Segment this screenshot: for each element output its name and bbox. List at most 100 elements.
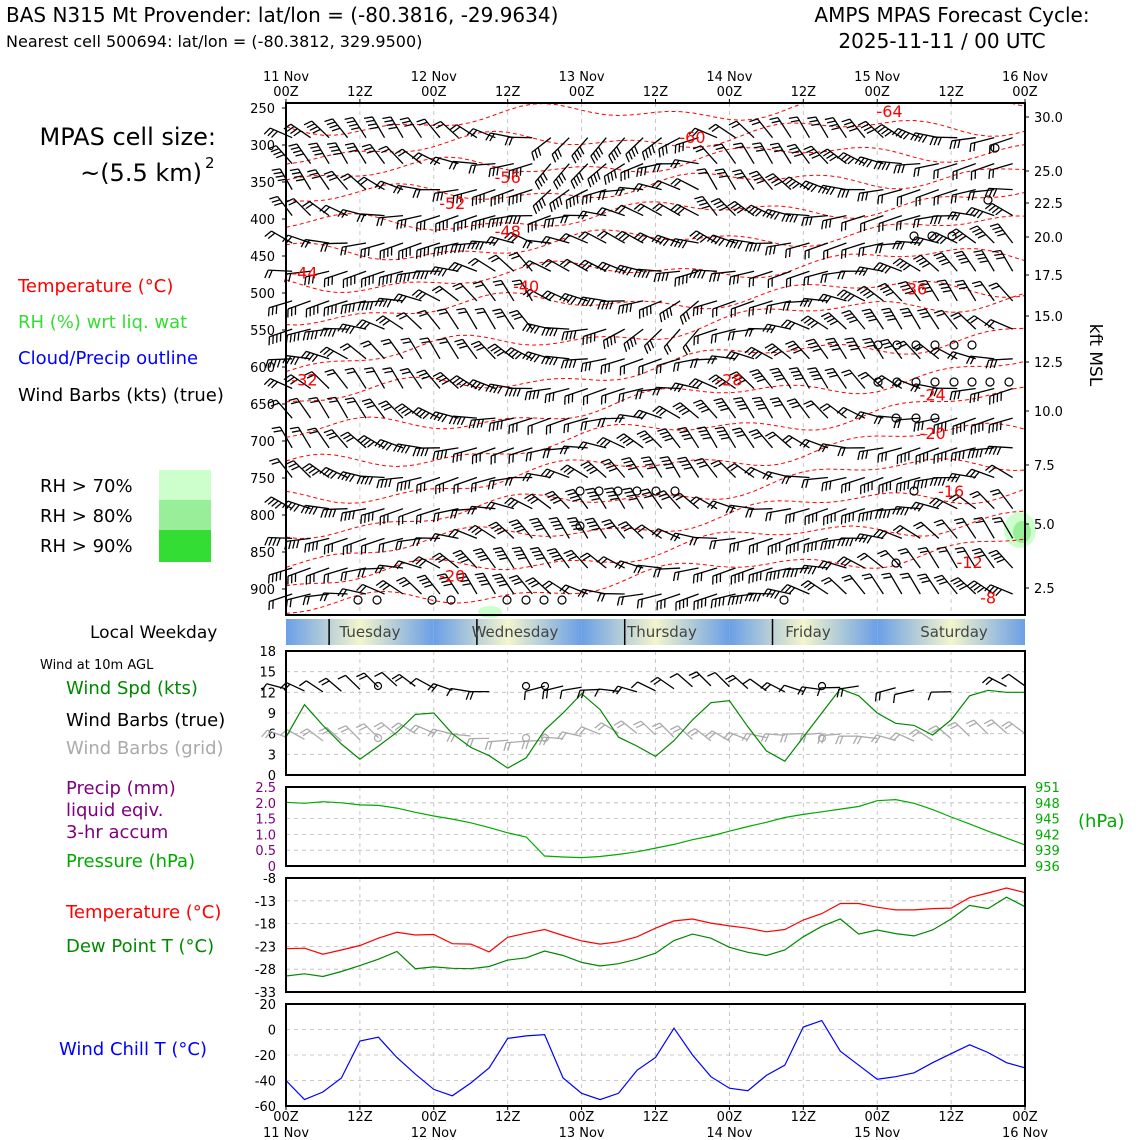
barb-flag: [380, 479, 384, 488]
barb-flag: [932, 348, 941, 356]
barb-flag: [608, 494, 617, 497]
barb-flag: [433, 534, 440, 543]
barb-flag: [688, 671, 697, 677]
wind-barb: [361, 143, 386, 165]
wind-barb: [416, 118, 441, 139]
barb-flag: [527, 496, 536, 502]
barb-flag: [392, 560, 400, 569]
barb-flag: [807, 543, 810, 552]
wind-barb: [820, 312, 847, 330]
barb-flag: [293, 504, 300, 512]
barb-flag: [976, 554, 986, 558]
y-tick: 1.0: [255, 828, 276, 843]
barb-flag: [708, 273, 713, 283]
wind-barb-true: [542, 685, 564, 700]
barb-flag: [994, 229, 1004, 234]
barb-flag: [572, 359, 577, 368]
barb-flag: [769, 367, 779, 371]
wind-barb: [374, 180, 404, 191]
barb-flag: [394, 403, 403, 410]
barb-flag: [337, 674, 346, 680]
barb-staff: [305, 680, 324, 693]
barb-flag: [600, 558, 608, 565]
barb-flag: [436, 192, 440, 202]
barb-flag: [273, 151, 282, 156]
barb-flag: [416, 537, 421, 547]
barb-flag: [870, 734, 877, 743]
wind-barb: [929, 497, 958, 510]
barb-flag: [302, 331, 306, 341]
barb-flag: [438, 377, 447, 383]
wind-barb: [708, 270, 736, 283]
wind-barb: [307, 169, 330, 190]
y-tick-pressure: 900: [250, 583, 275, 598]
barb-flag: [978, 423, 980, 433]
barb-flag: [591, 527, 600, 531]
barb-flag: [432, 120, 442, 126]
barb-flag: [636, 430, 645, 435]
barb-staff: [268, 358, 293, 361]
barb-staff: [1000, 517, 1014, 539]
barb-flag: [534, 181, 541, 190]
calm-circle: [632, 486, 642, 496]
barb-flag: [677, 426, 686, 430]
weekday-cell: [877, 619, 1025, 645]
barb-flag: [327, 277, 330, 287]
barb-flag: [652, 163, 657, 173]
wind-barb: [713, 397, 737, 419]
wind-barb: [375, 315, 404, 330]
barb-flag: [271, 461, 281, 465]
barb-flag: [972, 228, 981, 233]
barb-staff: [996, 282, 1014, 302]
barb-flag: [306, 373, 316, 379]
y-tick: -20: [255, 1049, 276, 1064]
precip-pressure-panel: 2.52.01.51.00.50951948945942939936Precip…: [66, 778, 1125, 875]
barb-flag: [996, 446, 1002, 456]
barb-staff: [397, 184, 422, 191]
barb-staff: [440, 120, 459, 139]
barb-flag: [541, 580, 550, 587]
barb-flag: [672, 572, 676, 582]
barb-flag: [334, 304, 337, 313]
barb-flag: [757, 243, 762, 252]
barb-flag: [696, 461, 706, 465]
barb-flag: [926, 451, 929, 461]
barb-flag: [524, 493, 533, 500]
wind-barb: [837, 188, 865, 198]
barb-staff: [561, 686, 582, 692]
barb-staff: [989, 417, 1013, 426]
barb-flag: [708, 123, 717, 130]
barb-flag: [633, 232, 641, 240]
barb-flag: [363, 439, 372, 446]
barb-flag: [562, 294, 570, 302]
barb-staff: [663, 490, 681, 510]
barb-flag: [424, 447, 429, 457]
barb-flag: [619, 435, 628, 442]
barb-staff: [682, 328, 700, 348]
barb-flag: [309, 307, 311, 317]
barb-flag: [576, 690, 581, 699]
barb-staff: [997, 489, 1014, 510]
barb-flag: [933, 455, 936, 464]
wind-barb: [436, 308, 459, 330]
barb-staff: [822, 214, 847, 222]
barb-flag: [549, 203, 553, 213]
wind-barb: [522, 351, 551, 363]
barb-staff: [416, 214, 441, 224]
barb-flag: [460, 193, 463, 203]
top-tick-hour: 00Z: [864, 85, 890, 100]
barb-flag: [675, 602, 677, 611]
barb-flag: [431, 552, 440, 559]
barb-flag: [331, 328, 337, 337]
barb-flag: [769, 397, 779, 401]
barb-flag: [396, 444, 403, 453]
barb-flag: [929, 232, 937, 240]
barb-flag: [785, 213, 791, 223]
barb-flag: [768, 434, 777, 440]
barb-flag: [843, 560, 852, 567]
wind-barb: [633, 203, 662, 217]
barb-flag: [753, 145, 763, 149]
barb-flag: [636, 184, 643, 192]
barb-flag: [475, 196, 478, 205]
barb-flag: [665, 272, 669, 281]
